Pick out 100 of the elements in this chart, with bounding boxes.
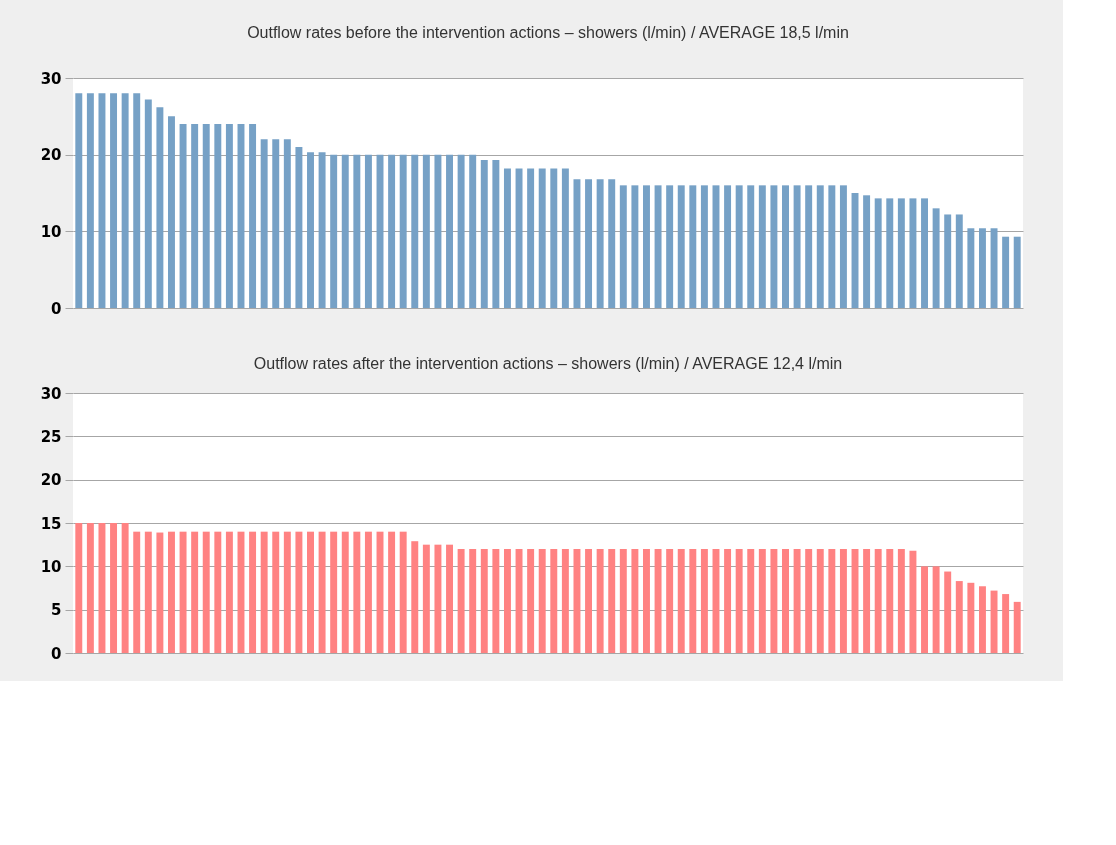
bar <box>874 198 882 308</box>
bar <box>98 523 106 653</box>
chart-title: Outflow rates before the intervention actions – showers (l/min) / AVERAGE 18,5 l/min <box>247 24 849 41</box>
bar <box>527 549 535 653</box>
bar <box>619 549 627 653</box>
bar <box>469 154 477 308</box>
bar <box>909 198 917 308</box>
bar <box>388 531 396 653</box>
bar <box>886 549 894 653</box>
bar <box>608 549 616 653</box>
bar <box>886 198 894 308</box>
bar <box>782 185 789 308</box>
bar <box>955 581 963 653</box>
bar <box>191 531 199 653</box>
bar <box>307 152 314 308</box>
bar <box>666 549 674 653</box>
bar <box>793 185 801 308</box>
bar <box>272 531 280 653</box>
bar <box>168 116 175 308</box>
bar <box>909 550 917 653</box>
bar <box>202 124 210 308</box>
bar <box>863 549 871 653</box>
bar <box>1013 236 1021 308</box>
bar <box>492 549 500 653</box>
bar <box>967 582 975 653</box>
y-tick-label: 20 <box>40 146 62 165</box>
bar <box>214 124 222 308</box>
y-tick-label: 0 <box>51 644 62 663</box>
bar <box>654 185 662 308</box>
bar <box>225 531 233 653</box>
bar <box>503 549 511 653</box>
bar <box>944 214 952 308</box>
bar <box>978 228 986 308</box>
bar <box>643 549 650 653</box>
bar <box>168 531 175 653</box>
bar <box>457 549 465 653</box>
bar <box>457 154 465 308</box>
bar <box>388 154 396 308</box>
bar <box>307 531 314 653</box>
bar <box>86 93 94 308</box>
bar <box>747 549 755 653</box>
bar <box>770 185 778 308</box>
bar <box>955 214 963 308</box>
bar <box>735 185 743 308</box>
y-tick-label: 25 <box>40 427 62 446</box>
bar <box>515 168 523 308</box>
bar <box>260 531 268 653</box>
bar <box>897 549 905 653</box>
bar <box>689 185 697 308</box>
bar <box>422 544 430 653</box>
bar <box>643 185 650 308</box>
bar <box>527 168 535 308</box>
bar <box>283 139 291 308</box>
bar <box>816 549 824 653</box>
bar <box>585 179 593 308</box>
bar <box>573 179 581 308</box>
bar <box>133 531 141 653</box>
bar <box>75 93 83 308</box>
y-tick-label: 20 <box>40 471 62 490</box>
bar <box>341 154 349 308</box>
bar <box>191 124 199 308</box>
bar <box>364 154 372 308</box>
bar <box>469 549 477 653</box>
bar <box>839 549 847 653</box>
bar <box>341 531 349 653</box>
bar <box>921 198 928 308</box>
bar <box>225 124 233 308</box>
bar <box>1002 594 1010 653</box>
bar <box>666 185 674 308</box>
bar <box>863 195 871 308</box>
bar <box>608 179 616 308</box>
bar <box>990 590 998 653</box>
y-tick-label: 15 <box>40 514 62 533</box>
bar <box>272 139 280 308</box>
bar <box>816 185 824 308</box>
bar <box>156 532 164 653</box>
bar <box>654 549 662 653</box>
bar <box>353 154 361 308</box>
bar <box>770 549 778 653</box>
bar <box>144 99 152 308</box>
bar <box>700 185 708 308</box>
bar <box>260 139 268 308</box>
bar <box>330 154 338 308</box>
bar <box>446 544 453 653</box>
bar <box>214 531 222 653</box>
bar <box>758 185 766 308</box>
bar <box>990 228 998 308</box>
bar <box>364 531 372 653</box>
bar <box>677 185 685 308</box>
bar <box>202 531 210 653</box>
bar <box>828 549 836 653</box>
y-tick-label: 30 <box>40 384 62 403</box>
bar <box>550 549 558 653</box>
bar <box>121 93 129 308</box>
bar <box>249 531 257 653</box>
bar <box>735 549 743 653</box>
bar <box>133 93 141 308</box>
y-tick-label: 5 <box>51 601 62 620</box>
y-tick-label: 30 <box>40 69 62 88</box>
bar <box>550 168 558 308</box>
